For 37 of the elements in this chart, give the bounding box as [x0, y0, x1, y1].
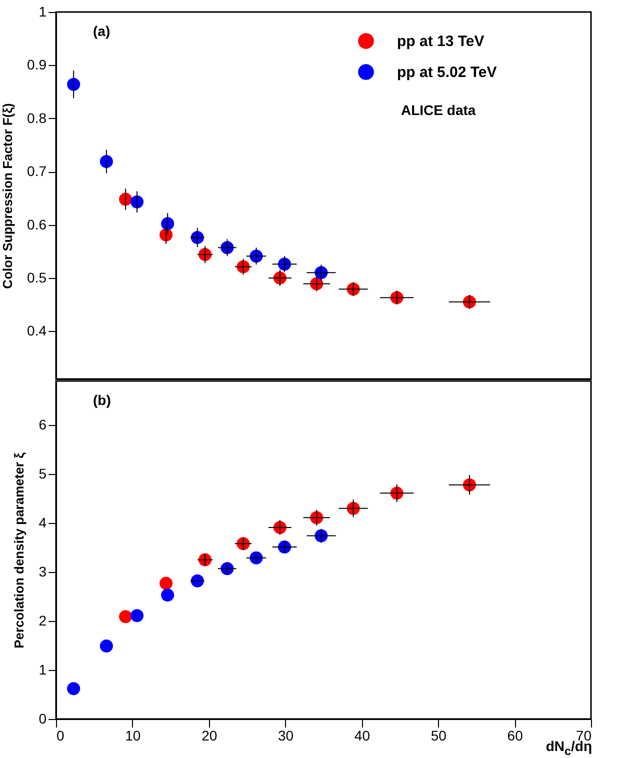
- y-tick-label: 0.7: [27, 163, 47, 180]
- point: [119, 610, 132, 624]
- x-tick-label: 20: [202, 728, 218, 744]
- x-tick-label: 40: [354, 728, 370, 744]
- point: [100, 640, 113, 653]
- y-tick-label: 4: [38, 514, 47, 531]
- y-tick-label: 0: [38, 710, 47, 726]
- legend-label: pp at 13 TeV: [397, 33, 484, 50]
- x-tick-label: 0: [56, 728, 64, 744]
- point: [130, 609, 144, 622]
- y-tick-label: 1: [38, 4, 47, 20]
- y-tick-label: 0.4: [27, 322, 47, 339]
- point: [67, 682, 80, 696]
- x-tick-label: 10: [125, 728, 141, 744]
- annotation: (a): [93, 23, 110, 39]
- y-tick-label: 6: [38, 416, 47, 433]
- y-tick-label: 0.9: [27, 56, 47, 73]
- y-tick-label: 0.5: [27, 269, 47, 286]
- y-tick-label: 0.6: [27, 216, 47, 232]
- y-tick-label: 1: [38, 662, 47, 678]
- y-tick-label: 5: [38, 466, 47, 482]
- x-tick-label: 60: [507, 728, 524, 744]
- point: [67, 78, 80, 91]
- point: [100, 154, 113, 168]
- y-tick-label: 3: [38, 564, 47, 580]
- y-tick-label: 0.8: [27, 110, 47, 126]
- legend-label: pp at 5.02 TeV: [397, 64, 497, 81]
- annotation: (b): [93, 392, 111, 408]
- point: [190, 574, 204, 588]
- point: [161, 588, 174, 602]
- point: [160, 576, 173, 590]
- y-tick-label: 2: [38, 612, 47, 629]
- x-tick-label: 30: [278, 728, 294, 744]
- y-axis-title: Color Suppression Factor F(ξ): [0, 103, 16, 289]
- annotation: ALICE data: [401, 102, 476, 118]
- y-axis-title: Percolation density parameter ξ: [12, 452, 27, 648]
- x-tick-label: 50: [430, 728, 447, 744]
